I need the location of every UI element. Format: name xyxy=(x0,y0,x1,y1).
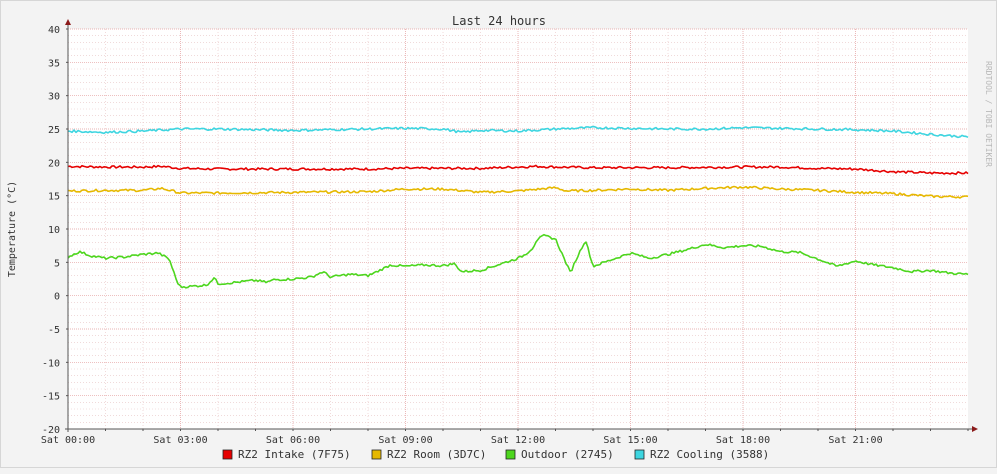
series-line xyxy=(67,164,969,175)
x-tick-label: Sat 03:00 xyxy=(153,435,207,446)
legend-label: RZ2 Room (3D7C) xyxy=(387,448,486,461)
legend: RZ2 Intake (7F75) RZ2 Room (3D7C) Outdoor … xyxy=(222,448,769,461)
y-tick-label: 5 xyxy=(54,258,60,269)
y-tick-label: -10 xyxy=(42,358,60,369)
x-tick-label: Sat 12:00 xyxy=(491,435,545,446)
axes xyxy=(65,19,978,432)
y-tick-label: -5 xyxy=(48,325,60,336)
grid xyxy=(67,28,968,430)
x-tick-label: Sat 18:00 xyxy=(716,435,770,446)
y-tick-label: 35 xyxy=(48,58,60,69)
y-tick-label: 0 xyxy=(54,292,60,303)
legend-label: RZ2 Intake (7F75) xyxy=(238,448,351,461)
y-tick-label: 10 xyxy=(48,225,60,236)
legend-swatch xyxy=(634,449,645,460)
x-tick-labels: Sat 00:00 Sat 03:00 Sat 06:00 Sat 09:00 Sat … xyxy=(41,435,883,446)
series-line xyxy=(67,125,969,139)
x-tick-label: Sat 21:00 xyxy=(828,435,882,446)
y-tick-label: -15 xyxy=(42,392,60,403)
y-tick-label: -20 xyxy=(42,425,60,436)
y-tick-label: 30 xyxy=(48,92,60,103)
y-axis-arrow xyxy=(65,19,71,25)
y-tick-label: 20 xyxy=(48,158,60,169)
legend-label: RZ2 Cooling (3588) xyxy=(650,448,769,461)
legend-swatch xyxy=(371,449,382,460)
y-tick-label: 15 xyxy=(48,192,60,203)
legend-label: Outdoor (2745) xyxy=(521,448,614,461)
x-tick-label: Sat 15:00 xyxy=(603,435,657,446)
legend-swatch xyxy=(222,449,233,460)
x-tick-label: Sat 09:00 xyxy=(378,435,432,446)
legend-swatch xyxy=(505,449,516,460)
series-line xyxy=(67,233,969,289)
x-axis-arrow xyxy=(972,426,978,432)
series-lines xyxy=(67,125,969,289)
y-tick-label: 40 xyxy=(48,25,60,36)
series-line xyxy=(67,185,969,199)
x-tick-label: Sat 06:00 xyxy=(266,435,320,446)
chart-title: Last 24 hours xyxy=(452,14,546,28)
watermark: RRDTOOL / TOBI OETIKER xyxy=(984,61,993,167)
y-axis-label: Temperature (°C) xyxy=(7,181,18,277)
x-tick-label: Sat 00:00 xyxy=(41,435,95,446)
y-tick-label: 25 xyxy=(48,125,60,136)
y-tick-labels: -20 -15 -10 -5 0 5 10 15 20 25 30 35 40 xyxy=(42,25,60,436)
